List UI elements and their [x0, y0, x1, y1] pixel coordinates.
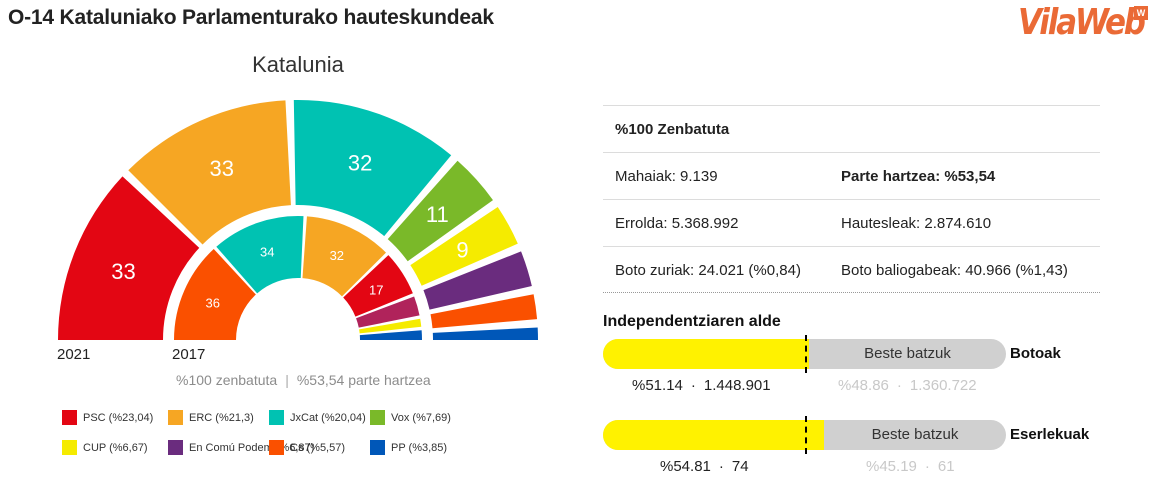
seats-other-label: Beste batzuk — [871, 426, 959, 443]
voters-text: Hautesleak: 2.874.610 — [841, 215, 992, 232]
subnote-separator: | — [285, 372, 289, 388]
votes-no-dot: · — [896, 377, 902, 394]
blank-votes-text: Boto zuriak: 24.021 (%0,84) — [615, 262, 801, 279]
seat-segment-2017-cs[interactable] — [174, 249, 256, 340]
legend-item[interactable]: PSC (%23,04) — [62, 410, 153, 425]
seat-label-2021-vox: 11 — [426, 202, 449, 227]
results-row-tables: Mahaiak: 9.139 Parte hartzea: %53,54 — [603, 152, 1100, 199]
seat-segment-2021-en-com-podem[interactable] — [423, 251, 532, 310]
seat-label-2017-jxcat: 34 — [260, 245, 274, 260]
seat-segment-2017-pp[interactable] — [359, 330, 422, 340]
legend-swatch — [370, 410, 385, 425]
votes-other-label: Beste batzuk — [864, 345, 951, 362]
seat-segment-2021-erc[interactable] — [128, 100, 291, 245]
legend-label: ERC (%21,3) — [189, 411, 254, 424]
results-row-census: Errolda: 5.368.992 Hautesleak: 2.874.610 — [603, 199, 1100, 246]
legend-label: CUP (%6,67) — [83, 441, 148, 454]
seats-yes-count: 74 — [731, 458, 749, 475]
legend-item[interactable]: CUP (%6,67) — [62, 440, 148, 455]
ring-label-2021: 2021 — [57, 346, 91, 363]
votes-yes-pct: %51.14 — [632, 377, 683, 394]
results-table: %100 Zenbatuta Mahaiak: 9.139 Parte hart… — [603, 105, 1100, 293]
votes-no-value: %48.86 · 1.360.722 — [838, 377, 977, 394]
votes-yes-count: 1.448.901 — [703, 377, 771, 394]
turnout-text: Parte hartzea: %53,54 — [841, 168, 996, 185]
seat-segment-2021-cs[interactable] — [430, 294, 538, 329]
logo-text: VilaWeb — [1018, 2, 1146, 43]
results-row-blank: Boto zuriak: 24.021 (%0,84) Boto balioga… — [603, 246, 1100, 293]
legend-label: PSC (%23,04) — [83, 411, 154, 424]
seat-label-2021-jxcat: 32 — [348, 151, 372, 176]
seats-yes-value: %54.81 · 74 — [660, 458, 749, 475]
seat-segment-2017-psc[interactable] — [343, 255, 413, 317]
legend-swatch — [269, 440, 284, 455]
legend-item[interactable]: PP (%3,85) — [370, 440, 447, 455]
seat-label-2017-cs: 36 — [206, 295, 220, 310]
legend-item[interactable]: ERC (%21,3) — [168, 410, 254, 425]
legend-swatch — [62, 440, 77, 455]
seats-no-dot: · — [924, 458, 930, 475]
legend-swatch — [370, 440, 385, 455]
seat-segment-2021-cup[interactable] — [410, 206, 518, 286]
seats-majority-line — [805, 416, 807, 454]
seat-segment-2021-jxcat[interactable] — [293, 100, 452, 237]
seat-label-2021-cup: 9 — [456, 238, 468, 263]
seats-bar-label: Eserlekuak — [1010, 426, 1090, 443]
seat-label-2021-erc: 33 — [209, 156, 233, 181]
votes-bar: Beste batzuk — [603, 339, 1006, 369]
legend-item[interactable]: Vox (%7,69) — [370, 410, 451, 425]
seat-label-2017-psc: 17 — [369, 282, 383, 297]
legend-item[interactable]: JxCat (%20,04) — [269, 410, 366, 425]
votes-bar-label: Botoak — [1010, 345, 1061, 362]
seats-no-count: 61 — [937, 458, 955, 475]
seats-yes-fill — [603, 420, 824, 450]
votes-yes-fill — [603, 339, 809, 369]
chart-title: Katalunia — [252, 52, 344, 77]
census-text: Errolda: 5.368.992 — [615, 215, 739, 232]
legend-label: Cs (%5,57) — [290, 441, 346, 454]
seats-no-pct: %45.19 — [866, 458, 917, 475]
seats-bar: Beste batzuk — [603, 420, 1006, 450]
subnote-counted: %100 zenbatuta — [176, 372, 278, 388]
vilaweb-logo[interactable]: VilaWeb W — [1018, 2, 1148, 52]
votes-no-count: 1.360.722 — [909, 377, 977, 394]
seat-segment-2017-en-com-podem[interactable] — [356, 296, 420, 328]
results-row-counted: %100 Zenbatuta — [603, 105, 1100, 152]
legend-swatch — [269, 410, 284, 425]
legend-label: PP (%3,85) — [391, 441, 448, 454]
seats-yes-pct: %54.81 — [660, 458, 711, 475]
legend-label: JxCat (%20,04) — [290, 411, 366, 424]
legend-swatch — [62, 410, 77, 425]
legend-label: Vox (%7,69) — [391, 411, 451, 424]
seat-segment-2021-pp[interactable] — [432, 327, 538, 340]
subnote-turnout: %53,54 parte hartzea — [296, 372, 431, 388]
seat-segment-2017-jxcat[interactable] — [216, 216, 304, 294]
legend-swatch — [168, 440, 183, 455]
legend-item[interactable]: Cs (%5,57) — [269, 440, 345, 455]
independence-title: Independentziaren alde — [603, 313, 781, 330]
counted-text: %100 Zenbatuta — [615, 121, 730, 138]
seat-segment-2021-psc[interactable] — [58, 176, 200, 340]
votes-majority-line — [805, 335, 807, 373]
seat-segment-2017-cup[interactable] — [359, 318, 422, 334]
seats-no-value: %45.19 · 61 — [866, 458, 955, 475]
seat-segment-2017-erc[interactable] — [302, 216, 386, 297]
seat-segment-2021-vox[interactable] — [387, 160, 493, 262]
legend-swatch — [168, 410, 183, 425]
seats-yes-dot: · — [718, 458, 724, 475]
null-votes-text: Boto baliogabeak: 40.966 (%1,43) — [841, 262, 1068, 279]
page-title: O-14 Kataluniako Parlamenturako hautesku… — [8, 6, 494, 29]
seat-label-2021-psc: 33 — [111, 259, 135, 284]
votes-yes-value: %51.14 · 1.448.901 — [632, 377, 771, 394]
tables-text: Mahaiak: 9.139 — [615, 168, 718, 185]
votes-no-pct: %48.86 — [838, 377, 889, 394]
logo-badge: W — [1134, 6, 1148, 20]
hemicycle-chart: 33 33 32 11 9 36 34 32 17 — [58, 100, 538, 340]
seat-label-2017-erc: 32 — [330, 248, 344, 263]
chart-subnote: %100 zenbatuta | %53,54 parte hartzea — [176, 372, 431, 388]
ring-label-2017: 2017 — [172, 346, 206, 363]
votes-yes-dot: · — [690, 377, 696, 394]
